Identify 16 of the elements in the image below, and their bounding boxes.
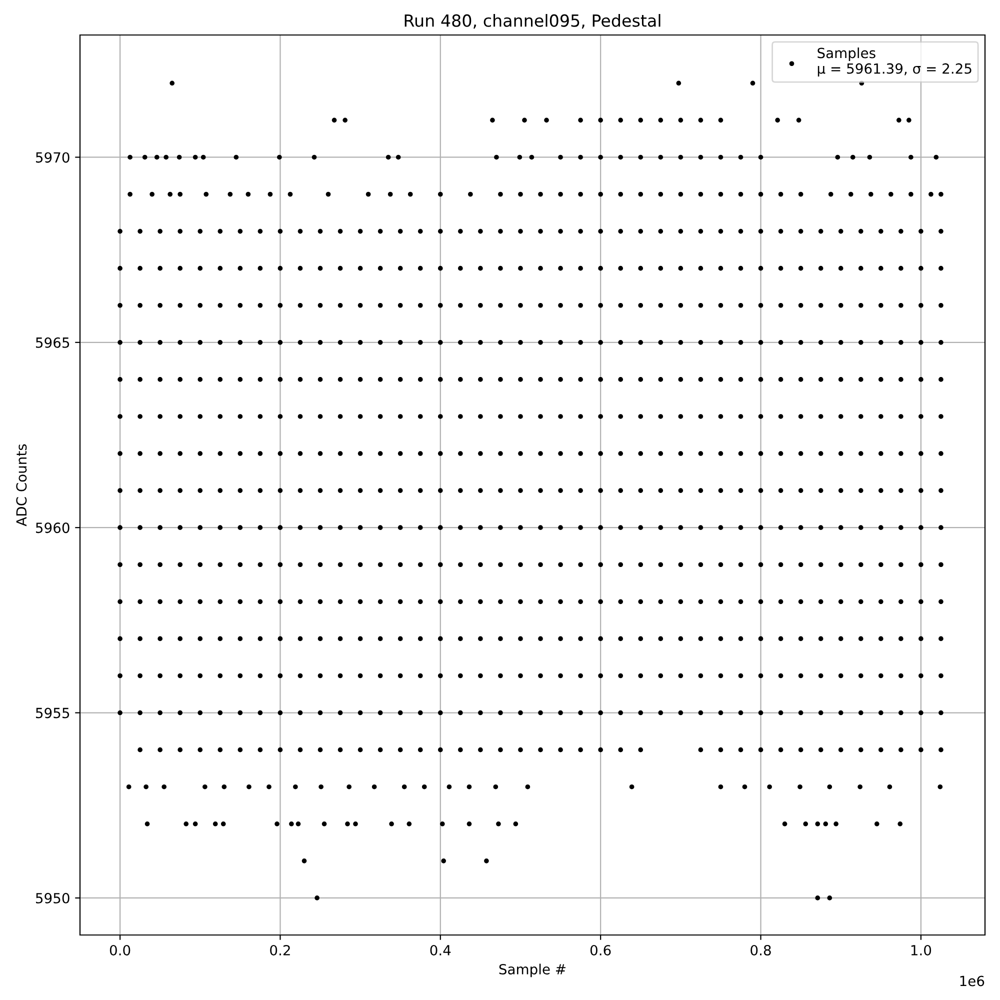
y-tick-label: 5965 (36, 337, 70, 348)
x-tick-label: 1.0 (911, 944, 932, 956)
y-tick-label: 5960 (36, 522, 70, 534)
x-axis-title: Sample # (499, 964, 566, 978)
text: 1e6 (960, 976, 984, 986)
legend-label: Samples μ = 5961.39, σ = 2.25 (818, 48, 972, 76)
y-axis-title: ADC Counts (16, 444, 27, 526)
y-tick-label: 5955 (36, 708, 70, 718)
x-tick-label: 0.6 (590, 944, 611, 956)
x-tick-label: 0.2 (270, 944, 290, 956)
y-tick-label: 5950 (36, 892, 70, 904)
chart-title: Run 480, channel095, Pedestal (404, 14, 660, 29)
x-tick-label: 0.4 (430, 944, 451, 956)
y-tick-label: 5970 (36, 152, 70, 163)
x-tick-label: 0.8 (750, 944, 771, 956)
x-tick-label: 0.0 (110, 944, 130, 956)
